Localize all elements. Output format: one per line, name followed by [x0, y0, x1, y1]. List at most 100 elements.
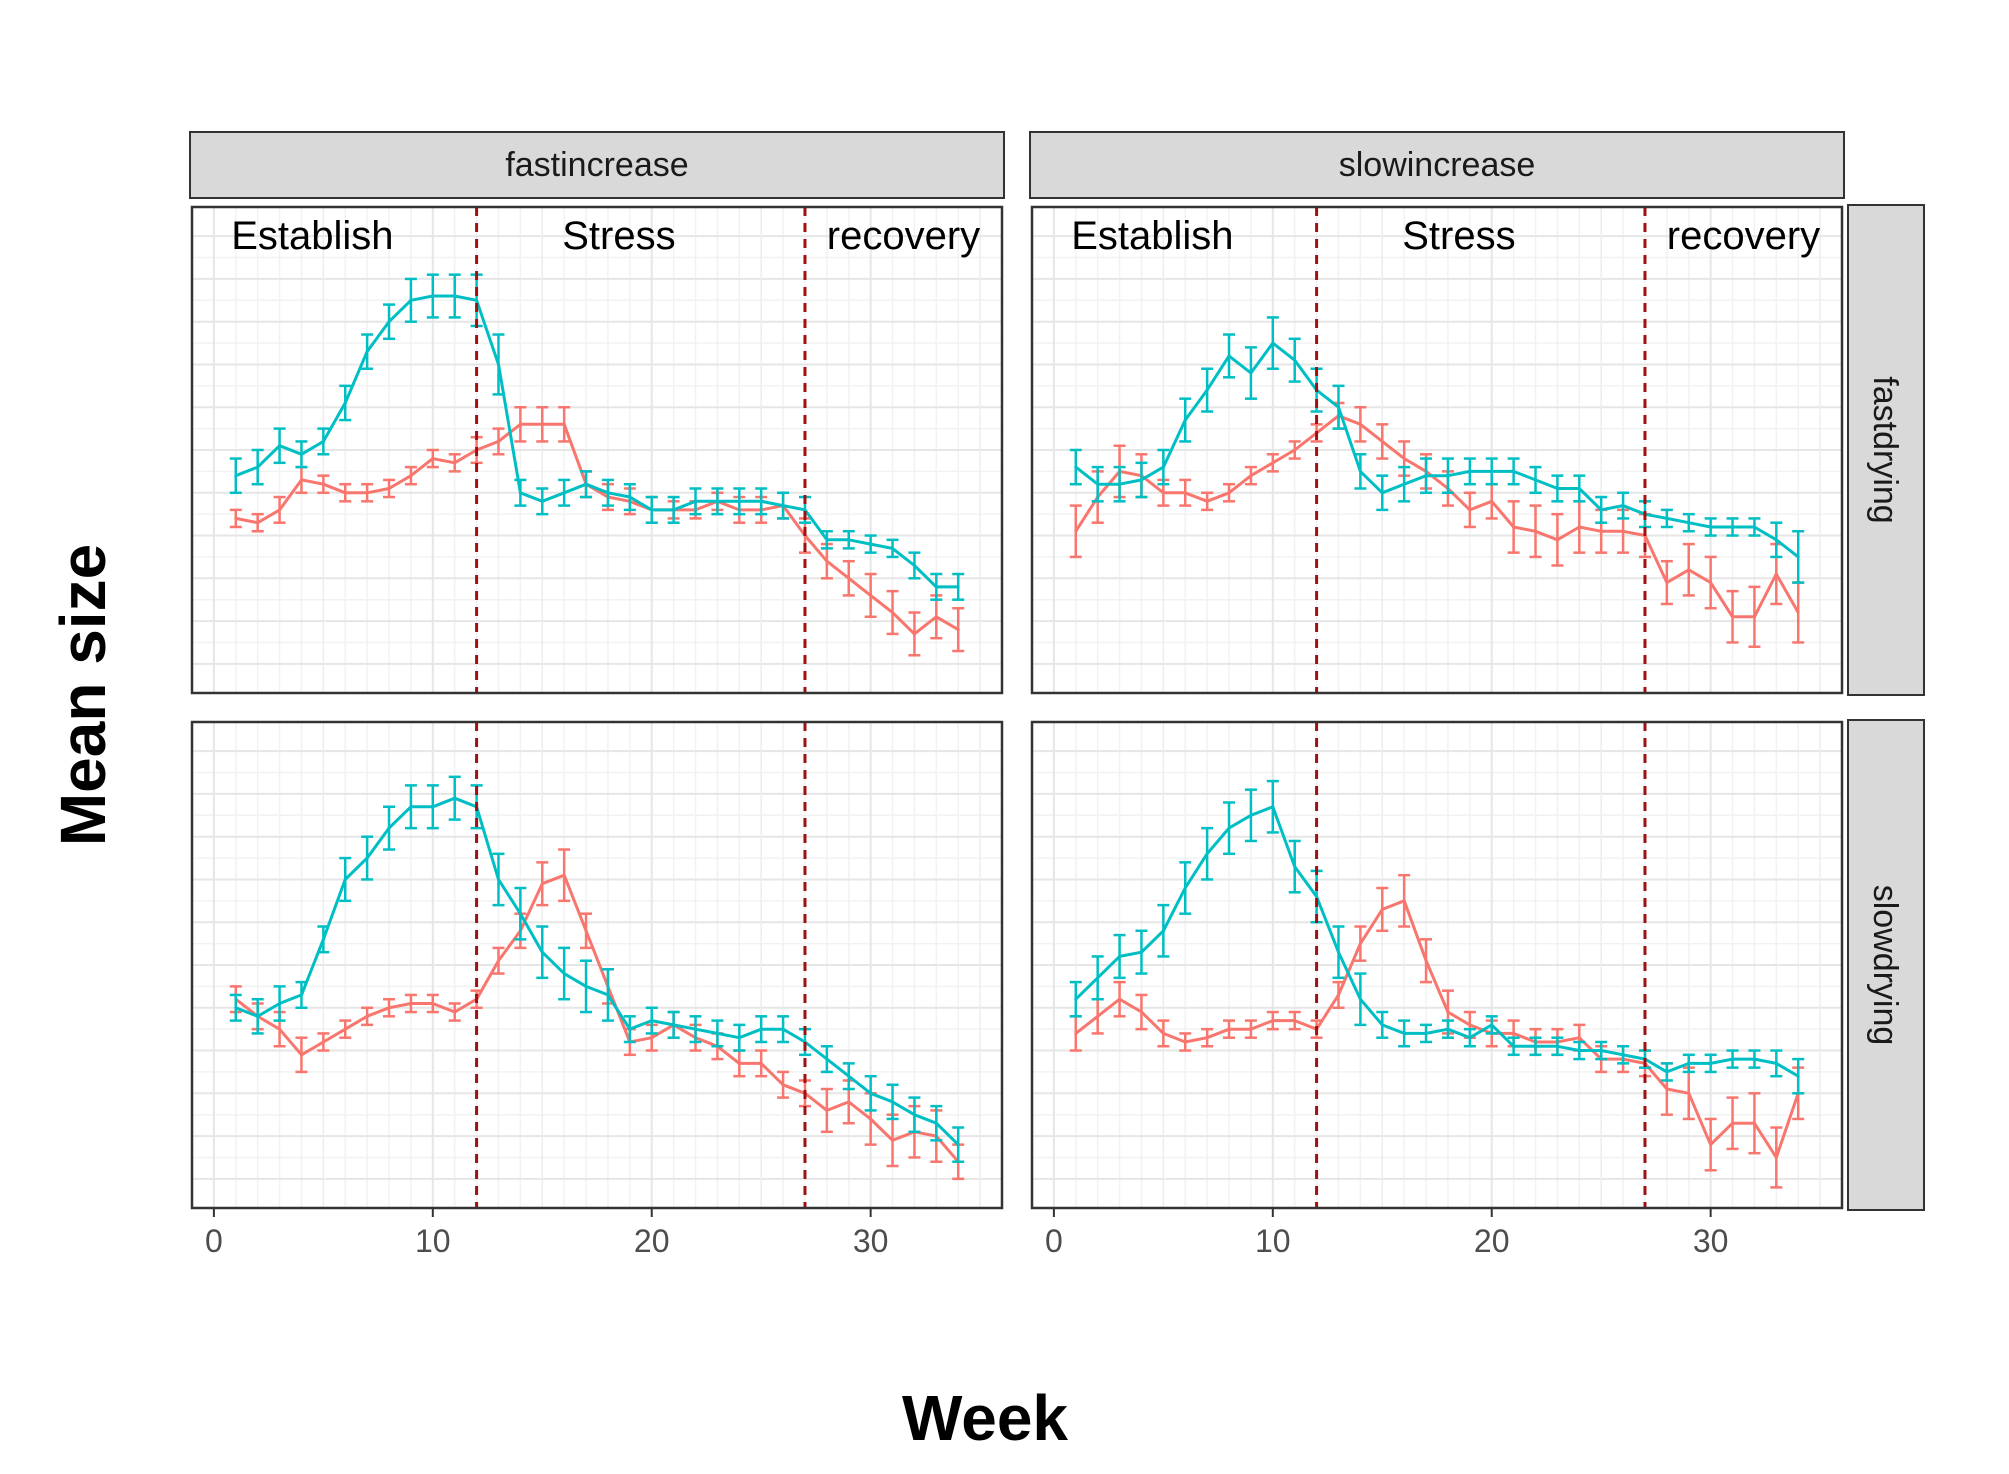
- x-tick-label: 0: [205, 1223, 223, 1259]
- data-point: [1512, 1044, 1516, 1048]
- series-line-red: [235, 422, 959, 636]
- series-line-red: [1074, 414, 1800, 619]
- data-point: [299, 478, 303, 482]
- data-point: [1358, 422, 1362, 426]
- data-point: [278, 444, 282, 448]
- data-point: [1774, 572, 1778, 576]
- series-cyan: [229, 775, 965, 1163]
- data-point: [869, 1091, 873, 1095]
- data-point: [869, 593, 873, 597]
- series-line-cyan: [1074, 805, 1799, 1078]
- panel-border: [1030, 720, 1844, 1210]
- data-point: [1665, 516, 1669, 520]
- series-cyan: [1069, 316, 1805, 584]
- data-point: [387, 826, 391, 830]
- data-point: [1446, 1027, 1450, 1031]
- data-point: [387, 486, 391, 490]
- data-point: [278, 1001, 282, 1005]
- data-point: [1161, 465, 1165, 469]
- series-line-cyan: [235, 796, 960, 1146]
- phase-label: Establish: [231, 214, 393, 258]
- data-point: [1249, 371, 1253, 375]
- data-point: [847, 538, 851, 542]
- data-point: [409, 298, 413, 302]
- data-point: [1490, 469, 1494, 473]
- strip-slowdrying: [1847, 719, 1925, 1211]
- data-point: [256, 521, 260, 525]
- series-line-red: [234, 873, 960, 1163]
- data-point: [343, 877, 347, 881]
- data-point: [365, 491, 369, 495]
- data-point: [781, 1027, 785, 1031]
- data-point: [453, 796, 457, 800]
- phase-label: Stress: [562, 214, 675, 258]
- x-axis-ticks: 0 10 20 30 0 10 20 30: [205, 1208, 1728, 1259]
- phase-label: Stress: [1402, 214, 1515, 258]
- data-point: [1774, 538, 1778, 542]
- data-point: [1752, 615, 1756, 619]
- data-point: [694, 499, 698, 503]
- data-point: [781, 1083, 785, 1087]
- data-point: [1271, 461, 1275, 465]
- data-point: [912, 563, 916, 567]
- data-point: [1293, 358, 1297, 362]
- data-point: [737, 499, 741, 503]
- data-point: [496, 362, 500, 366]
- data-point: [1621, 529, 1625, 533]
- data-point: [1577, 525, 1581, 529]
- data-point: [912, 1113, 916, 1117]
- data-point: [891, 1138, 895, 1142]
- data-point: [387, 1006, 391, 1010]
- data-point: [1380, 439, 1384, 443]
- data-point: [1774, 1155, 1778, 1159]
- data-point: [1752, 1121, 1756, 1125]
- data-point: [606, 491, 610, 495]
- data-point: [650, 1019, 654, 1023]
- data-point: [672, 508, 676, 512]
- data-point: [1468, 508, 1472, 512]
- panel-border: [190, 205, 1004, 695]
- data-point: [453, 1010, 457, 1014]
- data-point: [1796, 555, 1800, 559]
- data-point: [409, 474, 413, 478]
- data-point: [1577, 486, 1581, 490]
- data-point: [234, 474, 238, 478]
- x-tick-label: 10: [415, 1223, 451, 1259]
- data-point: [1599, 1049, 1603, 1053]
- data-point: [781, 504, 785, 508]
- data-point: [956, 1143, 960, 1147]
- data-point: [1074, 997, 1078, 1001]
- series-line-cyan: [235, 294, 959, 589]
- data-point: [1577, 1036, 1581, 1040]
- data-point: [1402, 457, 1406, 461]
- data-point: [1271, 805, 1275, 809]
- data-point: [1096, 1014, 1100, 1018]
- data-point: [299, 452, 303, 456]
- data-point: [584, 929, 588, 933]
- data-point: [891, 1100, 895, 1104]
- data-point: [1205, 852, 1209, 856]
- series-line-red: [1074, 899, 1800, 1159]
- data-point: [869, 1117, 873, 1121]
- data-point: [1731, 615, 1735, 619]
- panel-slowincrease-slowdrying: [1030, 720, 1844, 1210]
- data-point: [256, 1014, 260, 1018]
- data-point: [912, 632, 916, 636]
- data-point: [409, 805, 413, 809]
- data-point: [1468, 1023, 1472, 1027]
- data-point: [1709, 581, 1713, 585]
- data-point: [1315, 895, 1319, 899]
- data-point: [1752, 1057, 1756, 1061]
- data-point: [1687, 1061, 1691, 1065]
- x-axis-title: Week: [902, 1382, 1068, 1454]
- data-point: [715, 499, 719, 503]
- strip-fastincrease: [189, 131, 1005, 199]
- x-tick-label: 10: [1255, 1223, 1291, 1259]
- data-point: [1271, 1019, 1275, 1023]
- data-point: [1534, 529, 1538, 533]
- data-point: [1402, 899, 1406, 903]
- data-point: [628, 1027, 632, 1031]
- data-point: [1731, 1121, 1735, 1125]
- data-point: [1468, 1036, 1472, 1040]
- data-point: [562, 422, 566, 426]
